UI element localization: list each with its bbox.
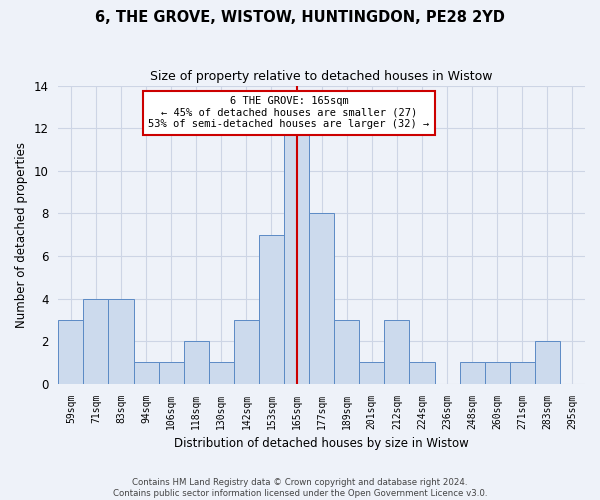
Y-axis label: Number of detached properties: Number of detached properties <box>15 142 28 328</box>
Bar <box>184 341 209 384</box>
Bar <box>485 362 510 384</box>
Bar <box>460 362 485 384</box>
Bar <box>334 320 359 384</box>
Bar <box>209 362 234 384</box>
Text: 6 THE GROVE: 165sqm
← 45% of detached houses are smaller (27)
53% of semi-detach: 6 THE GROVE: 165sqm ← 45% of detached ho… <box>148 96 430 130</box>
Bar <box>109 298 134 384</box>
Bar <box>309 214 334 384</box>
Text: 6, THE GROVE, WISTOW, HUNTINGDON, PE28 2YD: 6, THE GROVE, WISTOW, HUNTINGDON, PE28 2… <box>95 10 505 25</box>
Bar <box>284 128 309 384</box>
Bar <box>385 320 409 384</box>
Text: Contains HM Land Registry data © Crown copyright and database right 2024.
Contai: Contains HM Land Registry data © Crown c… <box>113 478 487 498</box>
Bar <box>234 320 259 384</box>
Bar <box>58 320 83 384</box>
Bar <box>83 298 109 384</box>
Bar <box>359 362 385 384</box>
Bar <box>134 362 158 384</box>
X-axis label: Distribution of detached houses by size in Wistow: Distribution of detached houses by size … <box>174 437 469 450</box>
Bar <box>535 341 560 384</box>
Title: Size of property relative to detached houses in Wistow: Size of property relative to detached ho… <box>151 70 493 83</box>
Bar <box>409 362 434 384</box>
Bar <box>158 362 184 384</box>
Bar <box>259 234 284 384</box>
Bar <box>510 362 535 384</box>
